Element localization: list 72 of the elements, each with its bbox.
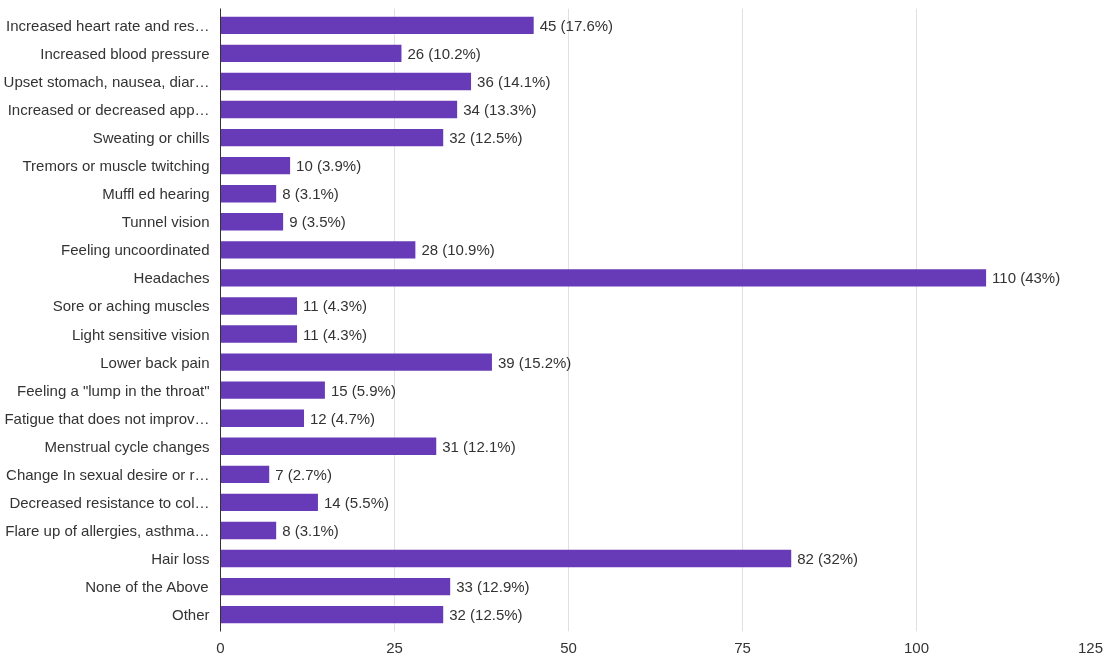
y-tick-label: Upset stomach, nausea, diar… [3, 72, 210, 90]
y-tick-label: Menstrual cycle changes [44, 437, 210, 455]
y-tick-label: Light sensitive vision [71, 325, 210, 343]
bar [220, 353, 492, 371]
bar [220, 72, 472, 91]
bar [220, 381, 325, 399]
bar [220, 44, 402, 63]
data-label: 7 (2.7%) [275, 465, 332, 483]
y-tick-label: Lower back pain [100, 353, 210, 371]
y-tick-label: Other [171, 606, 210, 624]
y-tick-label: Hair loss [151, 550, 210, 568]
data-label: 45 (17.6%) [539, 16, 614, 34]
data-label: 9 (3.5%) [289, 213, 346, 231]
data-label: 39 (15.2%) [497, 353, 572, 371]
bar [220, 409, 305, 427]
bar [220, 521, 277, 540]
data-label: 28 (10.9%) [421, 241, 495, 259]
data-label: 33 (12.9%) [456, 578, 530, 596]
y-tick-label: None of the Above [85, 578, 209, 596]
y-tick-label: Feeling a "lump in the throat" [17, 381, 210, 399]
y-tick-label: Increased heart rate and res… [6, 16, 210, 34]
x-tick-label: 100 [903, 638, 930, 656]
bar [220, 549, 792, 568]
bar [220, 100, 458, 119]
y-tick-label: Sweating or chills [92, 129, 210, 147]
data-label: 34 (13.3%) [463, 101, 537, 119]
data-label: 36 (14.1%) [477, 72, 551, 90]
x-tick-label: 75 [734, 638, 751, 656]
y-tick-label: Change In sexual desire or r… [6, 465, 210, 483]
y-tick-label: Increased blood pressure [40, 44, 210, 62]
x-tick-label: 50 [560, 638, 577, 656]
bar [220, 465, 270, 484]
bar [220, 241, 416, 259]
bar [220, 493, 318, 512]
data-label: 14 (5.5%) [323, 493, 389, 511]
bar [220, 437, 437, 455]
data-label: 11 (4.3%) [303, 325, 367, 343]
data-label: 8 (3.1%) [282, 521, 339, 539]
y-tick-label: Muffl ed hearing [102, 185, 210, 203]
bar [220, 185, 277, 203]
x-tick-label: 0 [216, 638, 225, 656]
x-tick-label: 125 [1077, 638, 1104, 656]
y-tick-label: Feeling uncoordinated [61, 241, 210, 259]
y-tick-label: Tremors or muscle twitching [22, 157, 210, 175]
data-label: 26 (10.2%) [407, 44, 481, 62]
bar [220, 156, 291, 175]
y-tick-label: Decreased resistance to col… [9, 493, 210, 511]
data-label: 82 (32%) [797, 550, 859, 568]
y-tick-label: Headaches [133, 269, 210, 287]
data-label: 8 (3.1%) [282, 185, 339, 203]
bar [220, 297, 298, 315]
bar [220, 213, 284, 231]
data-label: 110 (43%) [992, 269, 1061, 287]
bar [220, 577, 451, 596]
data-label: 32 (12.5%) [449, 606, 523, 624]
y-tick-label: Increased or decreased app… [7, 101, 210, 119]
bar [220, 16, 534, 35]
data-label: 31 (12.1%) [442, 437, 516, 455]
data-label: 10 (3.9%) [296, 157, 362, 175]
y-tick-label: Flare up of allergies, asthma… [5, 521, 210, 539]
y-tick-label: Fatigue that does not improv… [4, 409, 210, 427]
x-tick-label: 25 [386, 638, 403, 656]
bar [220, 128, 444, 147]
y-tick-label: Tunnel vision [121, 213, 210, 231]
y-tick-label: Sore or aching muscles [52, 297, 210, 315]
data-label: 12 (4.7%) [310, 409, 376, 427]
data-label: 32 (12.5%) [449, 129, 523, 147]
bar [220, 605, 444, 624]
bar [220, 325, 298, 343]
bar [220, 269, 987, 287]
data-label: 15 (5.9%) [330, 381, 396, 399]
data-label: 11 (4.3%) [303, 297, 367, 315]
